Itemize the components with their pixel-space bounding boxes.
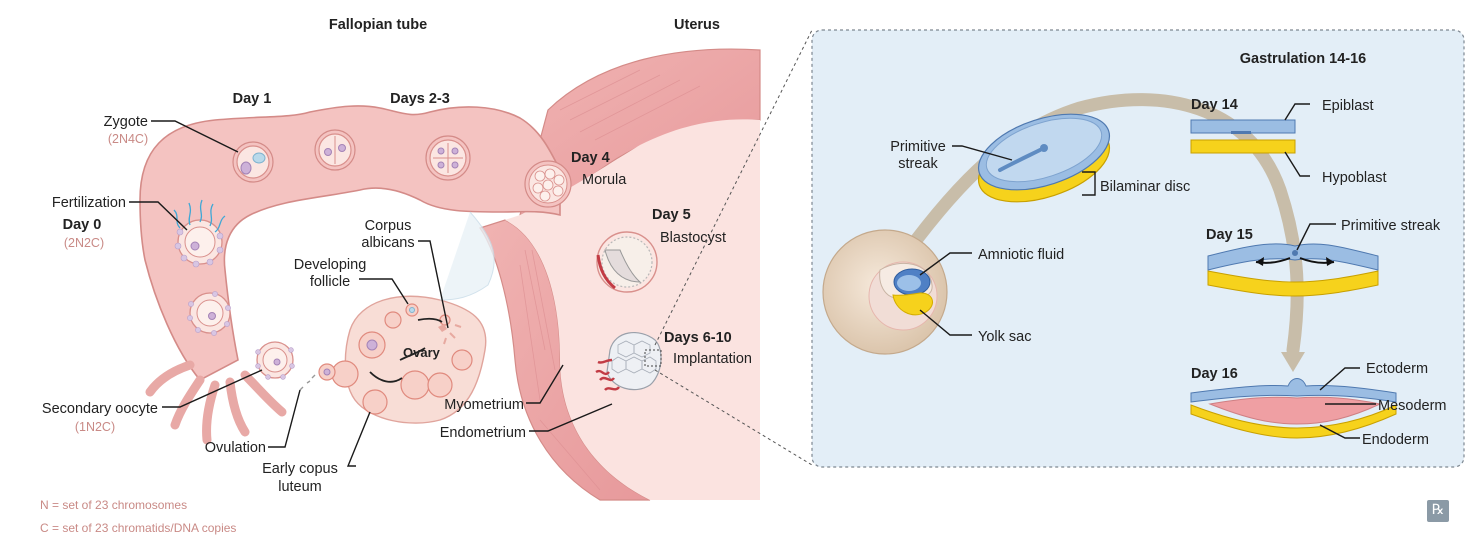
label-primitive-streak-2: streak [898, 156, 938, 172]
label-days610: Days 6-10 [664, 330, 732, 346]
ovary [299, 295, 487, 424]
label-morula: Morula [582, 172, 627, 188]
label-corpus-albicans-2: albicans [361, 235, 414, 251]
label-primitive-streak: Primitive streak [1341, 218, 1441, 234]
cell-implantation [595, 332, 662, 391]
label-zygote: Zygote [104, 114, 148, 130]
label-developing-follicle-1: Developing [294, 257, 367, 273]
cell-fertilization [173, 199, 226, 268]
label-day14: Day 14 [1191, 97, 1238, 113]
label-implantation: Implantation [673, 351, 752, 367]
label-fert-chrom: (2N2C) [64, 236, 104, 250]
uterus-wall [479, 48, 761, 501]
label-day4: Day 4 [571, 150, 610, 166]
label-day16: Day 16 [1191, 366, 1238, 382]
header-gastrulation: Gastrulation 14-16 [1240, 51, 1367, 67]
label-early-luteum-2: luteum [278, 479, 322, 495]
footnote-c: C = set of 23 chromatids/DNA copies [40, 521, 236, 535]
label-blastocyst: Blastocyst [660, 230, 726, 246]
cell-four-cell [425, 135, 471, 181]
label-zygote-chrom: (2N4C) [108, 132, 148, 146]
zoom-line-top [654, 29, 813, 346]
label-ovary: Ovary [403, 345, 441, 360]
label-endometrium: Endometrium [440, 425, 526, 441]
label-bilaminar-disc: Bilaminar disc [1100, 179, 1190, 195]
header-uterus: Uterus [674, 17, 720, 33]
label-myometrium: Myometrium [444, 397, 524, 413]
label-fertilization: Fertilization [52, 195, 126, 211]
label-ovulation: Ovulation [205, 440, 266, 456]
label-days23: Days 2-3 [390, 91, 450, 107]
rx-logo: ℞ [1427, 500, 1449, 522]
cell-oocyte-tube [187, 291, 231, 336]
cell-morula [524, 160, 572, 208]
cell-two-cell [314, 129, 356, 171]
cell-blastocyst [596, 231, 658, 293]
label-day1: Day 1 [233, 91, 272, 107]
label-secondary-oocyte: Secondary oocyte [42, 401, 158, 417]
broad-ligament [439, 211, 495, 301]
label-epiblast: Epiblast [1322, 98, 1374, 114]
label-early-luteum-1: Early copus [262, 461, 338, 477]
label-mesoderm: Mesoderm [1378, 398, 1447, 414]
left-leader-lines [129, 120, 613, 467]
label-ectoderm: Ectoderm [1366, 361, 1428, 377]
label-hypoblast: Hypoblast [1322, 170, 1386, 186]
label-amniotic-fluid: Amniotic fluid [978, 247, 1064, 263]
header-fallopian-tube: Fallopian tube [329, 17, 427, 33]
label-primitive-streak-1: Primitive [890, 139, 946, 155]
label-yolk-sac: Yolk sac [978, 329, 1031, 345]
footnote-n: N = set of 23 chromosomes [40, 498, 187, 512]
label-day5: Day 5 [652, 207, 691, 223]
label-day0: Day 0 [63, 217, 102, 233]
label-corpus-albicans-1: Corpus [365, 218, 412, 234]
cell-secondary-oocyte [255, 341, 295, 380]
label-oocyte-chrom: (1N2C) [75, 420, 115, 434]
label-day15: Day 15 [1206, 227, 1253, 243]
gastrulation-panel [811, 29, 1465, 468]
zoom-line-bottom [654, 369, 813, 466]
label-developing-follicle-2: follicle [310, 274, 350, 290]
cell-zygote [232, 141, 274, 183]
label-endoderm: Endoderm [1362, 432, 1429, 448]
